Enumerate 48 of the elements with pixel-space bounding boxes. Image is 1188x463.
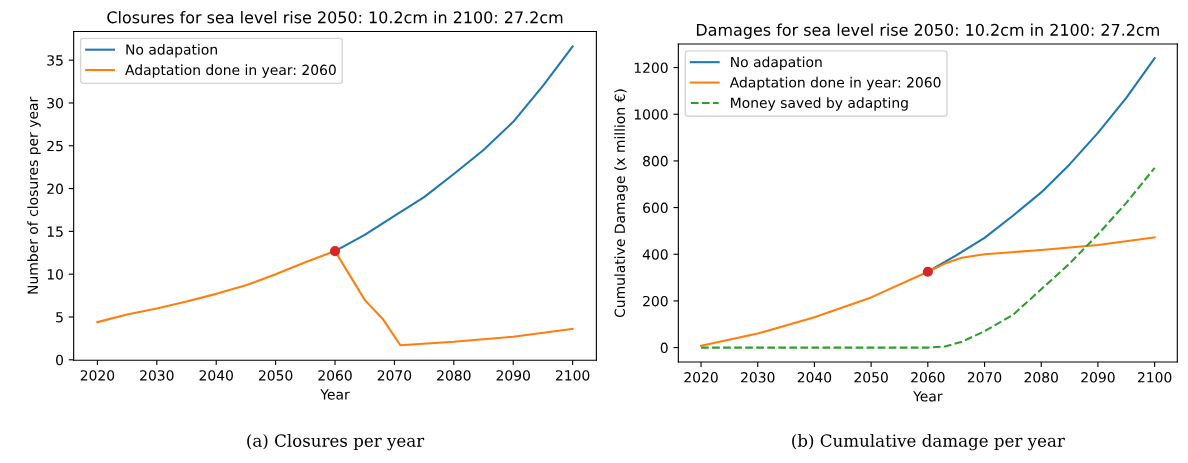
x-tick-label: 2060	[911, 372, 945, 383]
legend-label: Adaptation done in year: 2060	[729, 76, 941, 91]
y-tick-label: 35	[47, 55, 63, 66]
y-tick-label: 0	[56, 354, 64, 366]
x-tick-label: 2030	[741, 372, 775, 383]
x-tick-label: 2020	[684, 372, 718, 383]
chart-title: Closures for sea level rise 2050: 10.2cm in 2100: 27.2cm	[107, 11, 563, 24]
y-tick-label: 1000	[634, 109, 668, 120]
x-tick-label: 2080	[437, 370, 471, 381]
y-tick-label: 10	[47, 269, 64, 280]
x-axis-title: Year	[913, 391, 943, 402]
y-tick-label: 15	[47, 226, 63, 237]
x-tick-label: 2090	[1081, 372, 1115, 383]
y-tick-label: 25	[47, 140, 63, 152]
legend-label: No adapation	[126, 43, 217, 58]
y-tick-label: 400	[642, 249, 668, 260]
legend-label: Adaptation done in year: 2060	[125, 64, 336, 78]
text: (b) Cumulative damage per year	[792, 433, 1065, 451]
x-tick-label: 2050	[258, 370, 293, 381]
text: (a) Closures per year	[247, 433, 425, 451]
y-tick-label: 20	[47, 183, 64, 195]
x-tick-label: 2060	[318, 370, 352, 381]
x-tick-label: 2040	[199, 370, 233, 381]
x-tick-label: 2100	[555, 370, 590, 381]
x-tick-label: 2070	[967, 372, 1002, 383]
x-tick-label: 2090	[496, 370, 530, 381]
x-axis-title: Year	[320, 389, 350, 400]
y-tick-label: 800	[643, 155, 668, 167]
y-tick-label: 30	[47, 97, 64, 109]
y-axis-title: Cumulative Damage (x million €)	[614, 89, 628, 318]
legend-label: No adapation	[731, 56, 822, 70]
x-tick-label: 2050	[854, 372, 888, 383]
legend-label: Money saved by adapting	[731, 97, 908, 111]
x-tick-label: 2070	[377, 370, 412, 381]
y-tick-label: 200	[643, 295, 668, 307]
line-series	[699, 236, 1156, 347]
y-tick-label: 5	[56, 312, 63, 323]
y-tick-label: 1200	[634, 62, 668, 74]
y-tick-label: 600	[643, 202, 668, 214]
y-axis-title: Number of closures per year	[27, 96, 41, 294]
x-tick-label: 2020	[80, 370, 115, 381]
x-tick-label: 2100	[1137, 372, 1172, 383]
x-tick-label: 2030	[140, 370, 174, 381]
y-tick-label: 0	[660, 342, 668, 354]
x-tick-label: 2080	[1024, 372, 1058, 383]
line-series	[699, 166, 1156, 349]
x-tick-label: 2040	[797, 372, 832, 383]
chart-title: Damages for sea level rise 2050: 10.2cm in 2100: 27.2cm	[696, 23, 1159, 39]
